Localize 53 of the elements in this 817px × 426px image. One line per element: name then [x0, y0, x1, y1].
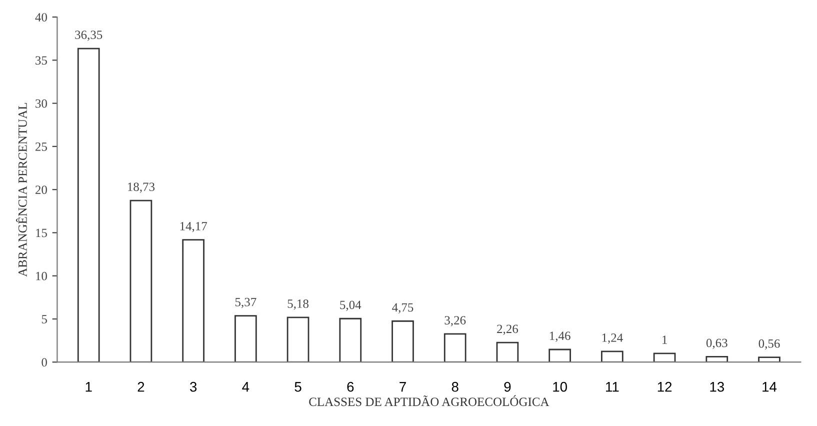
bar [286, 316, 310, 362]
x-tick-label: 13 [710, 382, 724, 392]
x-tick-label: 3 [190, 382, 197, 392]
y-axis-title: ABRANGÊNCIA PERCENTUAL [16, 102, 27, 277]
x-tick-label: 5 [294, 382, 302, 392]
x-tick-label: 2 [138, 382, 144, 392]
y-tick-label: 25 [36, 142, 47, 151]
data-label: 3,26 [444, 316, 466, 326]
data-label: 18,73 [128, 182, 155, 193]
y-tick-label: 15 [36, 228, 47, 238]
x-tick-label: 9 [504, 382, 511, 392]
data-label: 1 [662, 336, 667, 344]
bar [339, 318, 362, 362]
y-tick-label: 30 [36, 99, 47, 108]
bar [392, 320, 414, 362]
y-tick-label: 20 [36, 186, 47, 194]
data-label: 5,37 [235, 298, 256, 308]
x-tick-label: 11 [606, 382, 619, 392]
bar [444, 333, 466, 362]
y-tick-label: 10 [36, 272, 47, 280]
bar [496, 342, 519, 362]
x-tick-label: 10 [553, 382, 567, 392]
bar [601, 350, 624, 362]
x-tick-label: 6 [347, 382, 354, 392]
y-tick-label: 40 [35, 13, 47, 22]
data-label: 36,35 [75, 30, 102, 41]
x-tick-label: 4 [242, 382, 250, 392]
data-label: 4,75 [392, 303, 414, 314]
x-axis-title: CLASSES DE APTIDÃO AGROECOLÓGICA [309, 395, 550, 406]
data-label: 14,17 [180, 222, 208, 232]
data-label: 0,56 [758, 339, 780, 350]
data-label: 5,04 [340, 300, 362, 311]
bar [234, 315, 257, 362]
data-label: 1,46 [550, 332, 570, 342]
bar [706, 356, 728, 362]
bar [77, 48, 100, 362]
data-label: 1,24 [602, 334, 623, 344]
x-tick-label: 1 [86, 382, 92, 392]
y-tick-label: 5 [42, 315, 47, 324]
x-tick-label: 12 [658, 382, 672, 392]
x-tick-label: 14 [762, 382, 777, 392]
bar [548, 348, 571, 362]
bar [130, 200, 152, 362]
x-tick-label: 8 [452, 382, 458, 392]
bar [758, 356, 780, 362]
data-label: 5,18 [288, 299, 308, 310]
data-label: 2,26 [497, 324, 518, 335]
y-tick-label: 0 [42, 358, 47, 367]
y-tick-label: 35 [36, 56, 47, 65]
bar [653, 352, 676, 362]
data-label: 0,63 [706, 338, 728, 349]
bar [182, 239, 204, 362]
x-tick-label: 7 [400, 382, 406, 392]
